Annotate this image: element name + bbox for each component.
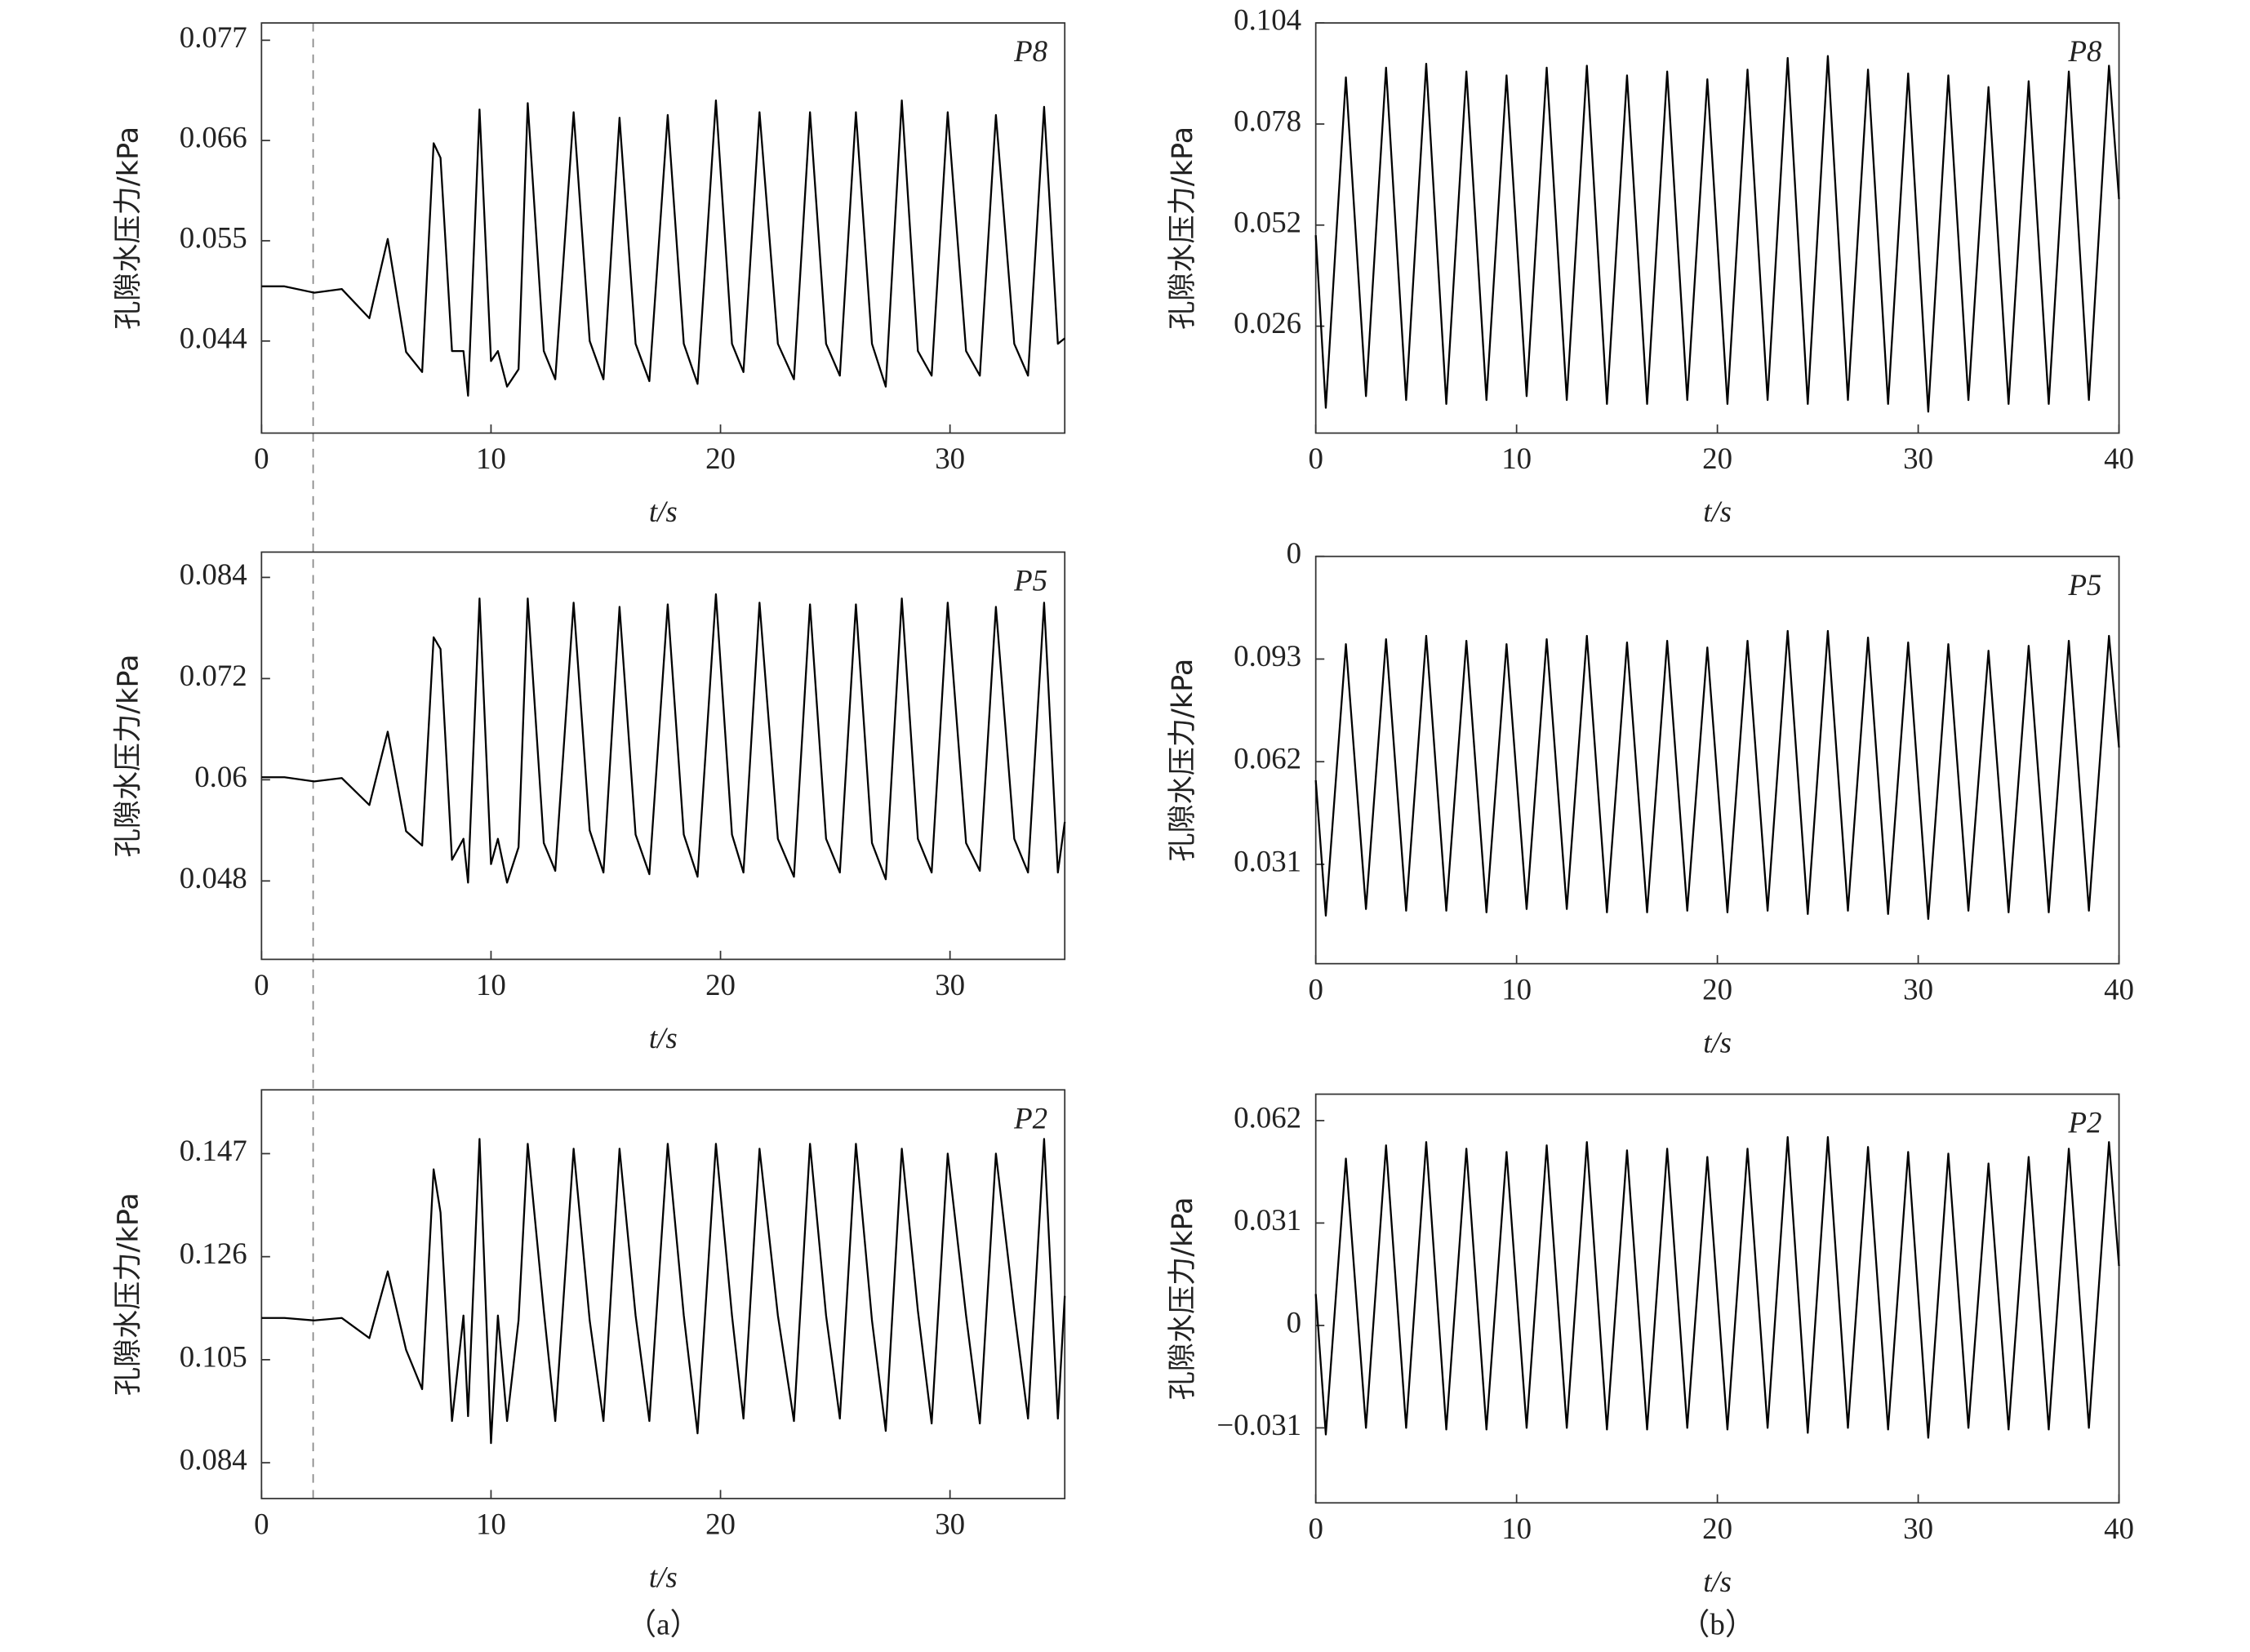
plot-frame xyxy=(260,1089,1066,1499)
x-tick-label: 0 xyxy=(1308,442,1323,475)
y-tick-label: 0.126 xyxy=(180,1237,247,1270)
y-tick-label: 0.104 xyxy=(1234,3,1301,37)
data-line xyxy=(1314,55,2120,413)
x-tick-label: 30 xyxy=(1903,1512,1933,1545)
x-tick-label: 0 xyxy=(1308,972,1323,1006)
y-tick-label: 0.044 xyxy=(180,321,247,354)
y-tick-label: 0.077 xyxy=(180,20,247,54)
data-line xyxy=(261,1138,1066,1445)
y-tick-label: 0.105 xyxy=(180,1339,247,1373)
x-tick-label: 20 xyxy=(705,442,736,475)
data-line xyxy=(1314,629,2120,921)
y-tick-label: 0.066 xyxy=(180,121,247,154)
panel-label: P8 xyxy=(2068,34,2103,68)
panel-label: P2 xyxy=(1013,1101,1047,1135)
y-tick-label: 0.093 xyxy=(1234,639,1301,673)
panel-label: P5 xyxy=(2068,568,2102,602)
y-tick-label: 0.062 xyxy=(1234,1100,1301,1134)
y-tick-label: −0.031 xyxy=(1216,1408,1301,1441)
x-tick-label: 30 xyxy=(1903,972,1933,1006)
y-tick-label: 0.147 xyxy=(180,1134,247,1167)
y-tick-label: 0.052 xyxy=(1234,205,1301,238)
y-tick-label: 0.084 xyxy=(180,557,247,591)
y-axis-label: 孔隙水压力/kPa xyxy=(112,1192,145,1396)
x-tick-label: 10 xyxy=(476,968,506,1001)
x-tick-label: 10 xyxy=(1501,972,1532,1006)
panel-label: P2 xyxy=(2068,1106,2102,1139)
x-tick-label: 0 xyxy=(254,968,269,1001)
y-axis-label: 孔隙水压力/kPa xyxy=(112,654,145,857)
x-tick-label: 0 xyxy=(254,1508,269,1541)
x-tick-label: 20 xyxy=(1702,1512,1732,1545)
data-line xyxy=(1314,1136,2120,1439)
y-axis-label: 孔隙水压力/kPa xyxy=(112,127,145,330)
x-tick-label: 40 xyxy=(2104,1512,2134,1545)
panel-label: P8 xyxy=(1013,34,1048,68)
x-axis-label: t/s xyxy=(649,495,678,528)
x-tick-label: 30 xyxy=(935,1508,965,1541)
x-tick-label: 40 xyxy=(2104,442,2134,475)
y-axis-label: 孔隙水压力/kPa xyxy=(1166,1197,1199,1400)
x-tick-label: 0 xyxy=(1308,1512,1323,1545)
y-tick-label: 0 xyxy=(1287,536,1301,570)
x-tick-label: 20 xyxy=(1702,972,1732,1006)
x-axis-label: t/s xyxy=(1703,1025,1732,1059)
y-axis-label: 孔隙水压力/kPa xyxy=(1166,659,1199,862)
caption: （a） xyxy=(626,1608,700,1641)
x-axis-label: t/s xyxy=(649,1021,678,1055)
y-tick-label: 0.026 xyxy=(1234,306,1301,340)
x-tick-label: 0 xyxy=(254,442,269,475)
y-tick-label: 0.031 xyxy=(1234,1203,1301,1237)
y-tick-label: 0.078 xyxy=(1234,104,1301,137)
y-tick-label: 0.072 xyxy=(180,659,247,692)
y-axis-label: 孔隙水压力/kPa xyxy=(1166,127,1199,330)
x-tick-label: 30 xyxy=(935,442,965,475)
plot-frame xyxy=(1314,555,2120,965)
plot-frame xyxy=(260,551,1066,961)
y-tick-label: 0.084 xyxy=(180,1443,247,1477)
x-tick-label: 10 xyxy=(1501,1512,1532,1545)
x-tick-label: 10 xyxy=(476,1508,506,1541)
panel-label: P5 xyxy=(1013,564,1047,597)
x-tick-label: 20 xyxy=(705,1508,736,1541)
y-tick-label: 0.06 xyxy=(194,760,247,793)
data-line xyxy=(261,593,1066,884)
x-tick-label: 40 xyxy=(2104,972,2134,1006)
x-tick-label: 30 xyxy=(935,968,965,1001)
y-tick-label: 0 xyxy=(1287,1305,1301,1339)
caption: （b） xyxy=(1680,1608,1755,1641)
x-tick-label: 20 xyxy=(1702,442,1732,475)
x-tick-label: 10 xyxy=(1501,442,1532,475)
x-axis-label: t/s xyxy=(649,1561,678,1594)
x-tick-label: 30 xyxy=(1903,442,1933,475)
y-tick-label: 0.055 xyxy=(180,220,247,254)
data-line xyxy=(261,99,1065,397)
x-axis-label: t/s xyxy=(1703,1565,1732,1598)
x-tick-label: 20 xyxy=(705,968,736,1001)
plot-frame xyxy=(260,22,1066,434)
x-tick-label: 10 xyxy=(476,442,506,475)
y-tick-label: 0.048 xyxy=(180,861,247,895)
y-tick-label: 0.062 xyxy=(1234,742,1301,775)
y-tick-label: 0.031 xyxy=(1234,844,1301,877)
x-axis-label: t/s xyxy=(1703,495,1732,528)
